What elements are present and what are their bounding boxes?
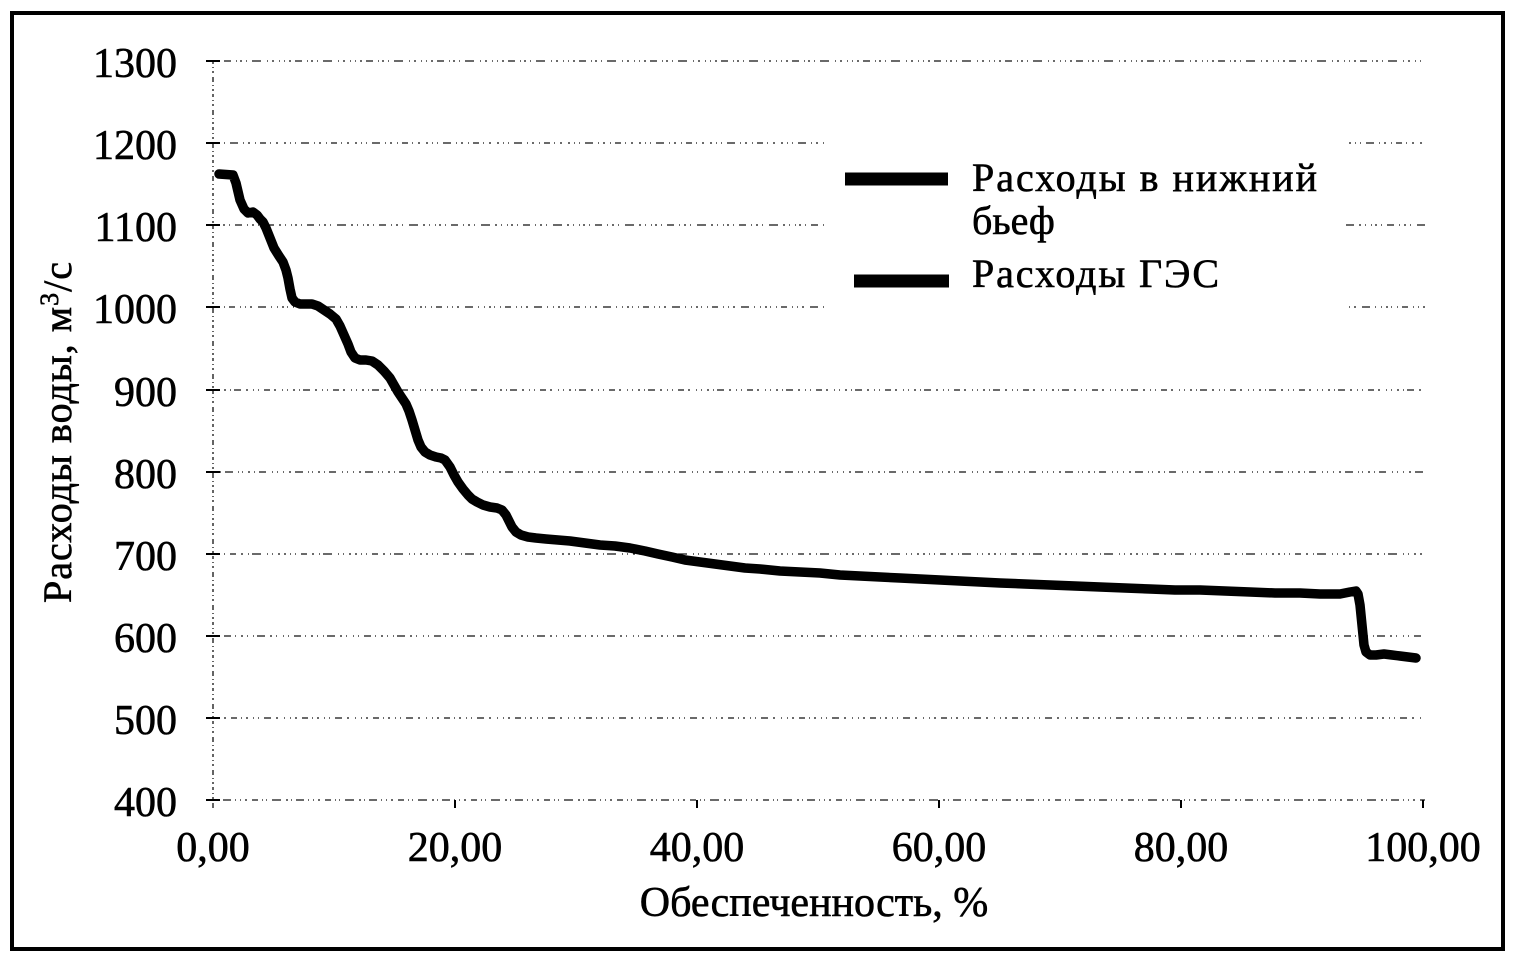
svg-text:900: 900 [114,370,177,416]
svg-text:1000: 1000 [93,287,177,333]
svg-text:60,00: 60,00 [892,825,987,871]
svg-text:1100: 1100 [95,205,177,251]
svg-text:100,00: 100,00 [1365,825,1481,871]
svg-text:бьеф: бьеф [972,198,1055,243]
svg-text:500: 500 [114,698,177,744]
svg-text:20,00: 20,00 [408,825,503,871]
svg-text:80,00: 80,00 [1134,825,1229,871]
svg-text:400: 400 [114,780,177,826]
svg-text:Расходы воды, м3/с: Расходы воды, м3/с [35,262,80,603]
svg-text:700: 700 [114,534,177,580]
svg-text:0,00: 0,00 [176,825,250,871]
svg-text:800: 800 [114,452,177,498]
svg-text:600: 600 [114,616,177,662]
svg-text:Расходы ГЭС: Расходы ГЭС [972,251,1219,296]
svg-text:40,00: 40,00 [650,825,745,871]
svg-text:1300: 1300 [93,41,177,87]
svg-text:Обеспеченность, %: Обеспеченность, % [640,880,988,926]
svg-text:1200: 1200 [93,123,177,169]
svg-text:Расходы в нижний: Расходы в нижний [972,155,1317,200]
